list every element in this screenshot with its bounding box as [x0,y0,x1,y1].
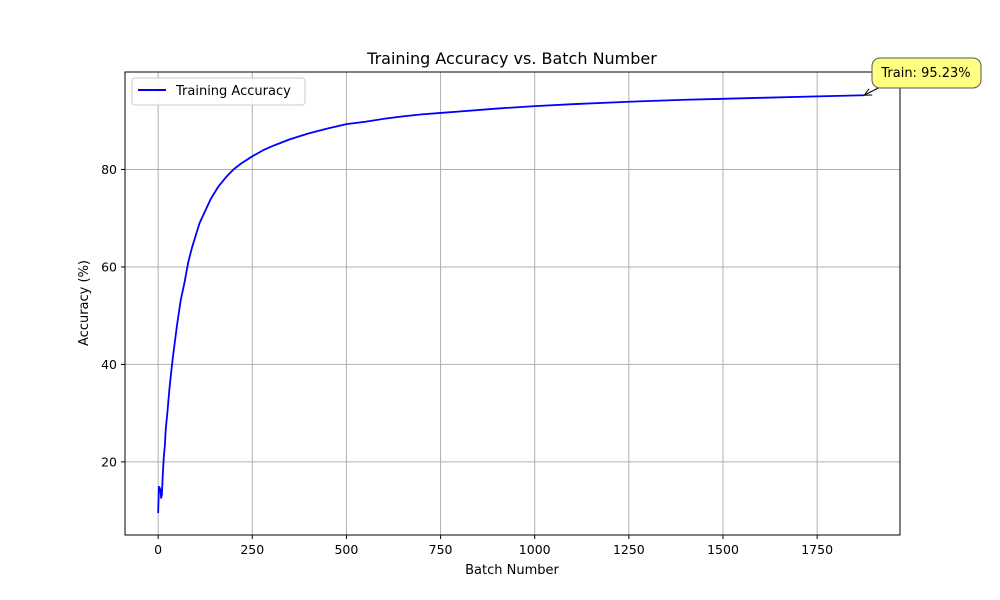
annotation: Train: 95.23% [863,57,982,96]
x-tick-label: 250 [240,542,264,557]
x-tick-label: 0 [154,542,162,557]
legend-label: Training Accuracy [175,84,291,99]
y-ticks: 20 40 60 80 [101,162,125,469]
x-tick-label: 1500 [707,542,739,557]
legend: Training Accuracy [131,77,306,106]
grid [125,72,900,535]
annotation-box [871,57,982,89]
series-line-training-accuracy [157,94,865,514]
series-lines [157,94,865,514]
plot-frame [124,71,901,536]
y-tick-label: 40 [101,357,117,372]
y-axis-label: Accuracy (%) [77,260,92,346]
x-ticks: 0 250 500 750 1000 1250 1500 1750 [154,535,833,557]
y-tick-label: 80 [101,162,117,177]
legend-box [131,77,306,106]
x-tick-label: 1250 [613,542,645,557]
chart-title: Training Accuracy vs. Batch Number [366,49,657,68]
x-tick-label: 1750 [801,542,833,557]
annotation-text: Train: 95.23% [880,66,970,81]
x-tick-label: 1000 [519,542,551,557]
x-axis-label: Batch Number [465,563,559,578]
annotation-arrowhead [863,88,873,96]
x-tick-label: 500 [334,542,358,557]
y-tick-label: 60 [101,259,117,274]
x-tick-label: 750 [429,542,453,557]
y-tick-label: 20 [101,454,117,469]
